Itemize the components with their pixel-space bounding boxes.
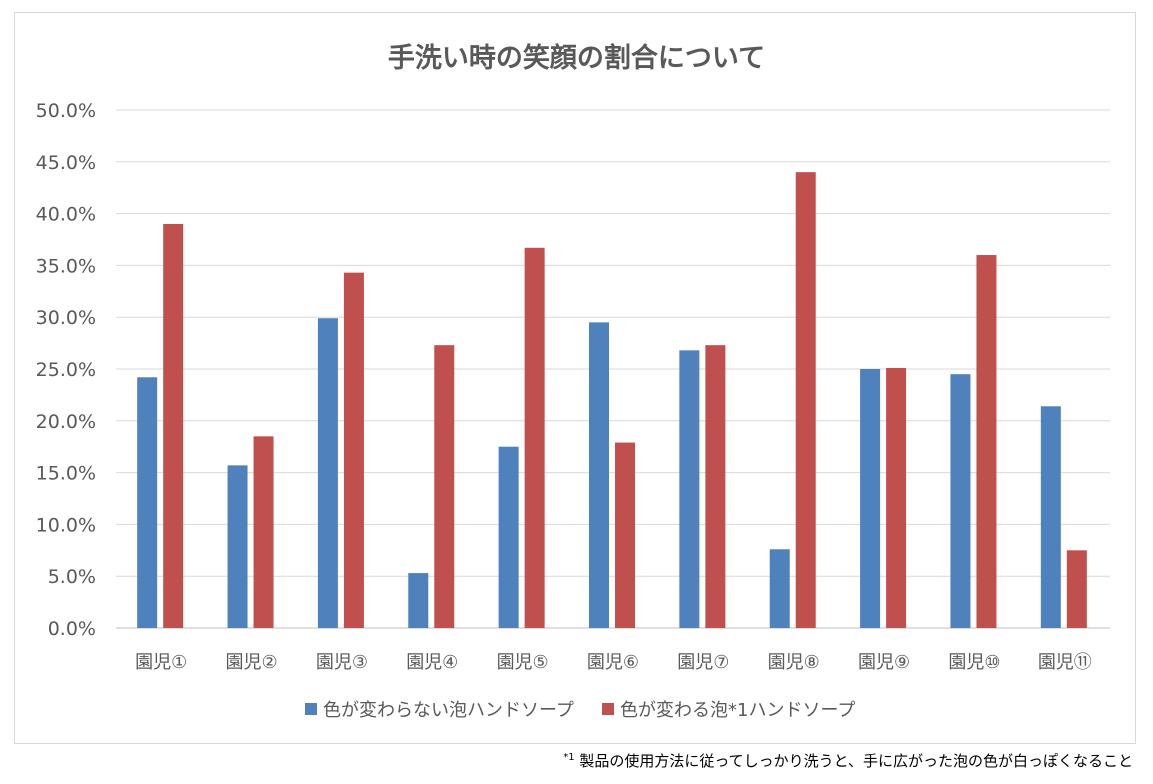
footnote-text: 製品の使用方法に従ってしっかり洗うと、手に広がった泡の色が白っぽくなること: [579, 752, 1133, 770]
footnote: *1 製品の使用方法に従ってしっかり洗うと、手に広がった泡の色が白っぽくなること: [563, 750, 1133, 771]
y-tick-label: 0.0%: [48, 618, 96, 640]
bar-color-change: [886, 367, 907, 628]
legend: 色が変わらない泡ハンドソープ 色が変わる泡*1ハンドソープ: [305, 700, 855, 721]
bar-color-change: [253, 436, 274, 628]
x-axis-ticks: 園児① 園児② 園児③ 園児④ 園児⑤ 園児⑥ 園児⑦ 園児⑧ 園児⑨ 園児⑩ 園児⑪: [135, 652, 1092, 673]
bar-no-color-change: [769, 549, 790, 628]
footnote-marker: *1: [563, 752, 575, 763]
gridlines: [116, 109, 1110, 629]
x-tick-label: 園児⑪: [1038, 652, 1092, 673]
x-tick-label: 園児⑥: [587, 652, 639, 673]
bar-no-color-change: [589, 322, 609, 628]
bar-no-color-change: [408, 573, 429, 628]
y-tick-label: 25.0%: [36, 359, 96, 381]
y-tick-label: 10.0%: [36, 514, 96, 536]
chart-title: 手洗い時の笑顔の割合について: [387, 43, 766, 74]
x-tick-label: 園児⑩: [948, 652, 1000, 673]
legend-swatch: [305, 703, 317, 715]
x-tick-label: 園児④: [406, 652, 458, 673]
bar-color-change: [1066, 550, 1087, 628]
y-tick-label: 15.0%: [36, 463, 96, 485]
legend-label: 色が変わらない泡ハンドソープ: [323, 700, 574, 721]
y-tick-label: 20.0%: [36, 411, 96, 433]
bar-no-color-change: [317, 318, 338, 628]
x-tick-label: 園児②: [225, 652, 277, 673]
legend-swatch: [602, 703, 614, 715]
y-tick-label: 50.0%: [36, 100, 96, 122]
bar-color-change: [976, 255, 997, 629]
bar-no-color-change: [227, 465, 248, 628]
x-tick-label: 園児①: [135, 652, 187, 673]
y-tick-label: 45.0%: [36, 152, 96, 174]
x-tick-label: 園児⑦: [677, 652, 729, 673]
bar-color-change: [434, 345, 455, 628]
bars: [137, 172, 1087, 629]
bar-color-change: [524, 247, 545, 628]
bar-no-color-change: [1040, 406, 1061, 628]
bar-color-change: [343, 272, 364, 628]
y-tick-label: 5.0%: [48, 566, 96, 588]
bar-color-change: [795, 172, 816, 628]
chart-frame: [14, 12, 1136, 744]
x-tick-label: 園児⑨: [858, 652, 910, 673]
bar-color-change: [705, 345, 726, 628]
bar-no-color-change: [498, 446, 519, 628]
x-tick-label: 園児⑧: [768, 652, 820, 673]
x-tick-label: 園児⑤: [497, 652, 549, 673]
bar-no-color-change: [860, 369, 881, 628]
y-tick-label: 40.0%: [36, 204, 96, 226]
y-tick-label: 35.0%: [36, 255, 96, 277]
bar-color-change: [615, 442, 635, 628]
bar-color-change: [163, 223, 184, 628]
bar-no-color-change: [137, 377, 158, 628]
bar-no-color-change: [950, 374, 971, 628]
y-tick-label: 30.0%: [36, 307, 96, 329]
bar-no-color-change: [679, 350, 700, 628]
y-axis-ticks: 0.0% 5.0% 10.0% 15.0% 20.0% 25.0% 30.0% 35.0% 40…: [36, 100, 96, 640]
x-tick-label: 園児③: [316, 652, 368, 673]
legend-label: 色が変わる泡*1ハンドソープ: [620, 700, 855, 721]
